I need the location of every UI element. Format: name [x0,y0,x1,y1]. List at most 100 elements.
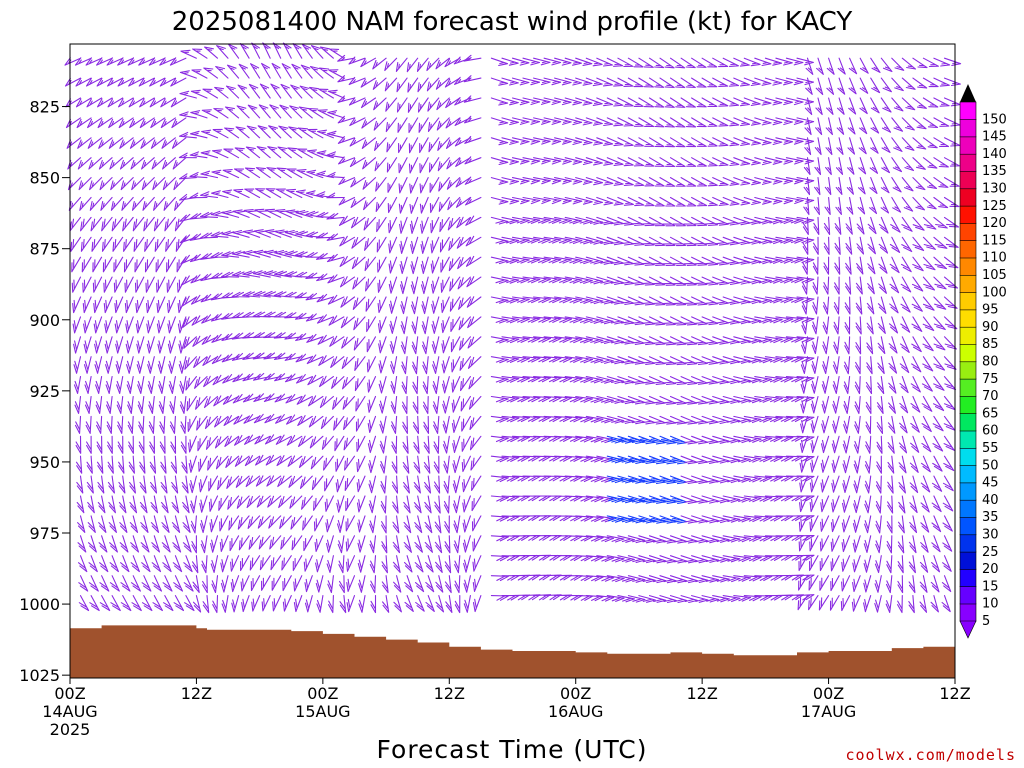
wind-barb-1390 [596,415,614,424]
wind-barb-437 [222,394,240,405]
wind-barb-987 [438,196,450,212]
wind-barb-1631 [691,196,708,207]
wind-barb-1629 [691,157,707,167]
wind-barb-2271 [933,117,950,127]
wind-barb-907 [410,276,419,295]
wind-barb-309 [179,70,197,79]
wind-barb-904 [409,216,419,234]
wind-barb-2017 [837,77,846,95]
wind-barb-2097 [852,555,861,573]
wind-barb-1638 [691,336,708,346]
wind-barb-1508 [638,535,656,544]
wind-barb-1266 [554,177,572,185]
wind-barb-1003 [444,515,450,534]
wind-barb-814 [373,97,387,111]
wind-barb-1217 [533,316,552,323]
wind-barb-1809 [754,395,773,403]
wind-barb-249 [162,555,172,573]
wind-barb-533 [271,62,282,79]
wind-barb-1338 [575,495,594,502]
wind-barb-92 [101,216,113,232]
wind-barb-1320 [575,137,593,146]
wind-barb-1485 [638,77,654,88]
wind-barb-1308 [564,455,583,462]
wind-barb-1992 [825,137,833,156]
wind-barb-922 [414,575,425,593]
colorbar-label-35: 35 [982,510,999,525]
wind-barb-1587 [669,435,687,445]
wind-barb-1958 [798,575,809,591]
wind-barb-956 [428,137,440,153]
wind-barb-2207 [897,515,905,534]
wind-barb-2260 [920,455,931,473]
wind-barb-2313 [943,395,956,411]
wind-barb-1535 [648,515,667,524]
wind-barb-2265 [919,555,929,573]
wind-barb-1136 [501,376,520,383]
wind-barb-1885 [785,236,804,244]
wind-barb-1890 [785,336,804,343]
wind-barb-1522 [648,256,666,266]
wind-barb-1491 [638,196,655,207]
wind-barb-1301 [564,316,583,324]
wind-barb-1600 [680,137,697,148]
wind-barb-362 [202,575,208,594]
wind-barb-593 [287,147,303,159]
wind-barb-1213 [533,236,551,244]
wind-barb-1240 [543,216,562,224]
wind-barb-1853 [775,157,794,165]
wind-barb-255 [160,117,176,129]
wind-barb-1821 [764,77,783,86]
wind-barb-376 [200,293,219,303]
wind-barb-2059 [843,356,851,375]
wind-barb-8 [69,216,82,232]
wind-barb-196 [138,57,155,66]
wind-barb-2079 [857,196,866,215]
wind-barb-422 [225,85,240,99]
wind-barb-2032 [832,376,840,394]
colorbar-swatch-80 [959,343,977,363]
colorbar-label-145: 145 [982,130,1007,145]
wind-barb-691 [321,435,334,450]
wind-barb-1886 [785,256,804,264]
wind-barb-1189 [522,316,541,323]
wind-barb-109 [109,555,119,573]
wind-barb-414 [218,495,229,511]
colorbar-swatch-130 [959,170,977,190]
wind-barb-1492 [638,216,655,227]
wind-barb-2303 [943,196,960,208]
wind-barb-294 [178,336,187,354]
wind-barb-1843 [764,515,783,522]
wind-barb-1582 [669,336,687,346]
wind-barb-1020 [449,296,461,312]
wind-barb-774 [355,415,366,432]
wind-barb-623 [295,189,313,199]
wind-barb-1513 [648,77,665,88]
wind-barb-1983 [809,515,819,532]
wind-barb-1260 [554,57,572,66]
wind-barb-526 [256,495,271,508]
wind-barb-209 [146,316,155,334]
wind-barb-355 [197,435,208,452]
wind-barb-2004 [821,376,830,394]
wind-barb-52 [87,535,97,553]
wind-barb-1810 [754,415,773,423]
wind-barb-1235 [543,117,562,125]
wind-barb-1951 [799,435,809,454]
wind-barb-767 [352,276,366,290]
wind-barb-2085 [855,316,862,335]
wind-barb-113 [107,77,124,87]
wind-barb-1296 [564,216,583,225]
wind-barb-1018 [448,256,461,272]
wind-barb-915 [413,435,420,454]
wind-barb-1215 [533,276,551,284]
wind-barb-172 [129,137,145,149]
colorbar-label-60: 60 [982,424,999,439]
wind-barb-421 [226,64,240,79]
wind-barb-828 [378,376,387,394]
wind-barb-161 [128,475,136,494]
wind-barb-651 [305,190,324,199]
wind-barb-853 [389,316,398,334]
wind-barb-418 [220,575,229,593]
wind-barb-1534 [648,495,667,504]
